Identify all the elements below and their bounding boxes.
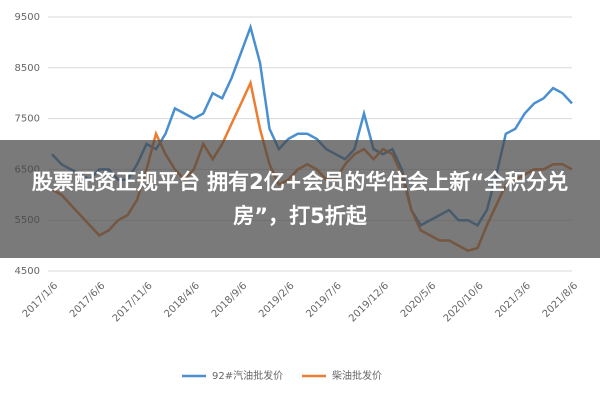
banner: 股票配资正规平台 拥有2亿+会员的华住会上新“全积分兑房”，打5折起 [0,140,600,258]
x-tick-label: 2019/12/6 [347,280,391,324]
x-tick-label: 2021/8/6 [541,280,581,320]
x-tick-label: 2017/1/6 [21,280,61,320]
x-tick-label: 2021/3/6 [493,280,533,320]
y-tick-label: 9500 [15,12,40,23]
y-tick-label: 7500 [15,114,40,125]
legend-label: 92#汽油批发价 [212,369,283,382]
y-tick-label: 8500 [15,63,40,74]
legend-label: 柴油批发价 [332,369,382,382]
x-tick-label: 2017/6/6 [68,280,108,320]
x-tick-label: 2020/5/6 [399,280,439,320]
x-tick-label: 2019/7/6 [304,280,344,320]
x-tick-label: 2019/2/6 [257,280,297,320]
banner-text: 股票配资正规平台 拥有2亿+会员的华住会上新“全积分兑房”，打5折起 [31,170,569,228]
x-tick-label: 2017/11/6 [111,280,155,324]
x-tick-label: 2020/10/6 [442,280,486,324]
x-tick-label: 2018/4/6 [163,280,203,320]
y-tick-label: 4500 [15,266,40,277]
x-tick-label: 2018/9/6 [210,280,250,320]
